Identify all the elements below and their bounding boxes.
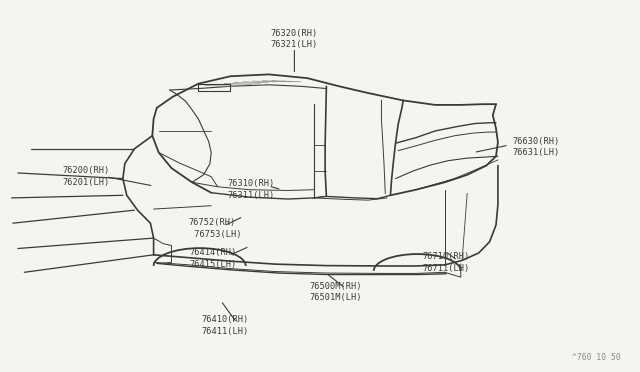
Text: 76414(RH)
76415(LH): 76414(RH) 76415(LH) — [189, 248, 237, 269]
Text: 76500M(RH)
76501M(LH): 76500M(RH) 76501M(LH) — [309, 282, 362, 302]
Text: 76630(RH)
76631(LH): 76630(RH) 76631(LH) — [512, 137, 559, 157]
Text: 76410(RH)
76411(LH): 76410(RH) 76411(LH) — [202, 315, 249, 336]
Text: 76320(RH)
76321(LH): 76320(RH) 76321(LH) — [271, 29, 318, 49]
Text: 76200(RH)
76201(LH): 76200(RH) 76201(LH) — [63, 166, 110, 187]
Text: 76710(RH)
76711(LH): 76710(RH) 76711(LH) — [422, 252, 470, 273]
Text: 76752(RH)
 76753(LH): 76752(RH) 76753(LH) — [189, 218, 241, 239]
Text: ^760 10 50: ^760 10 50 — [572, 353, 621, 362]
Text: 76310(RH)
76311(LH): 76310(RH) 76311(LH) — [227, 179, 275, 200]
